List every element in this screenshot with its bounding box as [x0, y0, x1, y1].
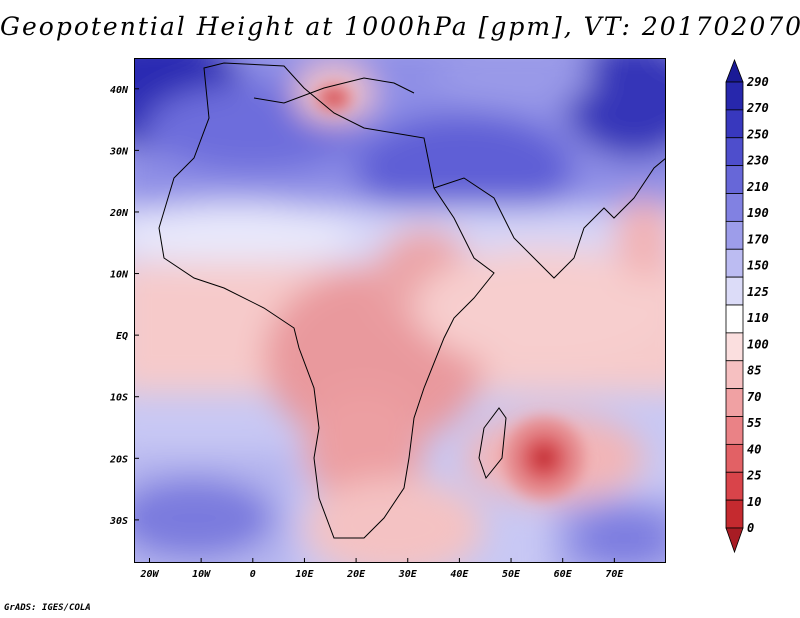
colorbar-label: 70	[747, 390, 761, 404]
colorbar-swatch	[725, 276, 744, 306]
y-tick-label: 40N	[110, 85, 129, 96]
colorbar: 2902702502302101901701501251101008570554…	[725, 58, 769, 554]
map-frame	[134, 58, 666, 563]
geopotential-map	[134, 58, 667, 563]
colorbar-swatch	[725, 416, 744, 445]
colorbar-swatch	[725, 304, 744, 334]
y-tick-label: 20S	[109, 454, 128, 465]
map-panel	[134, 58, 667, 563]
x-tick-label: 30E	[398, 569, 418, 580]
colorbar-swatch	[725, 332, 744, 362]
colorbar-label: 100	[747, 337, 769, 351]
y-tick-label: 10S	[110, 393, 128, 404]
colorbar-label: 125	[747, 285, 769, 299]
colorbar-label: 55	[747, 416, 761, 430]
colorbar-swatch	[725, 137, 744, 167]
y-tick-label: 10N	[110, 270, 129, 281]
coastlines	[158, 62, 667, 539]
x-tick-label: 70E	[605, 569, 624, 580]
colorbar-swatch	[725, 165, 744, 194]
colorbar-label: 150	[747, 259, 769, 273]
x-tick-label: 20W	[139, 569, 159, 580]
colorbar-label: 270	[746, 101, 769, 115]
colorbar-swatch	[725, 220, 744, 250]
y-tick-label: 20N	[109, 208, 129, 219]
colorbar-swatch	[725, 58, 744, 83]
x-tick-label: 10E	[295, 569, 314, 580]
map-title: Geopotential Height at 1000hPa [gpm], VT…	[0, 12, 800, 41]
colorbar-label: 290	[746, 75, 769, 89]
colorbar-swatch	[725, 109, 744, 139]
x-tick-label: 40E	[450, 569, 469, 580]
x-tick-label: 60E	[554, 569, 573, 580]
x-tick-label: 0	[250, 569, 256, 580]
colorbar-label: 25	[746, 469, 761, 483]
x-tick-label: 50E	[502, 569, 521, 580]
colorbar-label: 0	[747, 521, 754, 535]
colorbar-swatch	[725, 443, 744, 473]
credit-text: GrADS: IGES/COLA	[4, 603, 91, 613]
colorbar-swatch	[725, 193, 744, 222]
colorbar-label: 110	[747, 311, 769, 325]
height-field	[134, 58, 666, 563]
colorbar-label: 85	[747, 364, 761, 378]
colorbar-swatch	[725, 248, 744, 278]
colorbar-swatch	[725, 527, 744, 554]
colorbar-label: 230	[746, 154, 769, 168]
colorbar-swatch	[725, 360, 744, 390]
x-tick-label: 10W	[192, 569, 211, 580]
y-tick-label: 30S	[109, 516, 128, 527]
colorbar-swatch	[725, 499, 744, 529]
y-tick-label: EQ	[116, 331, 128, 342]
colorbar-label: 10	[747, 495, 761, 509]
colorbar-label: 40	[747, 442, 761, 456]
x-tick-label: 20E	[346, 569, 366, 580]
colorbar-label: 170	[747, 232, 769, 246]
colorbar-swatch	[725, 471, 744, 501]
colorbar-label: 190	[747, 206, 769, 220]
y-tick-label: 30N	[109, 146, 129, 157]
colorbar-swatch	[725, 81, 744, 111]
colorbar-swatch	[725, 388, 744, 417]
colorbar-label: 210	[746, 180, 769, 194]
colorbar-label: 250	[746, 127, 769, 141]
